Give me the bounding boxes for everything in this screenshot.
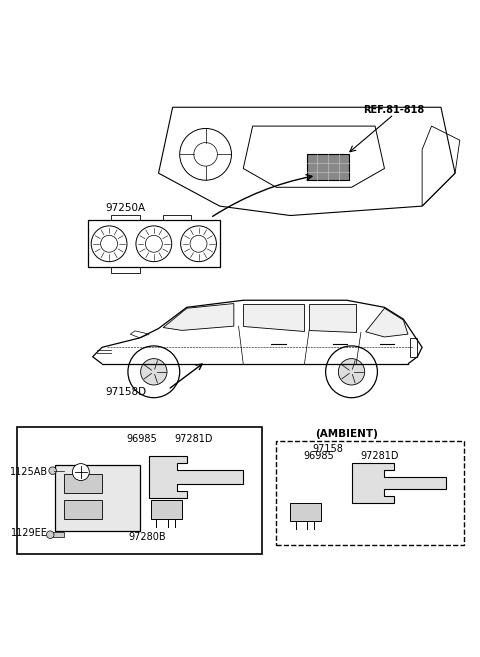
Circle shape	[141, 359, 167, 385]
Polygon shape	[309, 304, 356, 332]
Polygon shape	[351, 463, 445, 503]
Bar	[17, 427, 262, 555]
Circle shape	[338, 359, 365, 385]
Circle shape	[47, 531, 54, 539]
Text: 1129EE: 1129EE	[11, 528, 48, 538]
Text: 97158: 97158	[312, 443, 343, 453]
Polygon shape	[149, 455, 243, 498]
Text: 1125AB: 1125AB	[10, 467, 48, 477]
Polygon shape	[243, 304, 304, 331]
Text: 97250A: 97250A	[106, 204, 145, 214]
Bar	[53, 532, 64, 537]
Bar	[111, 267, 140, 273]
Bar	[64, 474, 102, 493]
Bar	[290, 503, 321, 522]
Text: 97281D: 97281D	[175, 434, 213, 444]
Text: 97280B: 97280B	[128, 532, 166, 541]
Text: 97281D: 97281D	[360, 451, 399, 461]
Circle shape	[128, 346, 180, 397]
Bar	[307, 154, 349, 180]
Bar	[410, 338, 418, 357]
Bar	[276, 442, 465, 545]
Text: 97158D: 97158D	[105, 387, 146, 397]
Circle shape	[72, 464, 89, 480]
Polygon shape	[366, 308, 408, 337]
Circle shape	[49, 467, 56, 474]
Bar	[55, 465, 140, 531]
Bar	[64, 501, 102, 519]
Text: 96985: 96985	[303, 451, 334, 461]
Bar	[163, 215, 192, 220]
Bar	[88, 220, 220, 267]
Text: 96985: 96985	[127, 434, 157, 444]
Polygon shape	[163, 304, 234, 330]
Circle shape	[325, 346, 377, 397]
Text: REF.81-818: REF.81-818	[363, 104, 424, 114]
Bar	[152, 501, 182, 519]
Bar	[111, 215, 140, 220]
Text: (AMBIENT): (AMBIENT)	[315, 430, 378, 440]
